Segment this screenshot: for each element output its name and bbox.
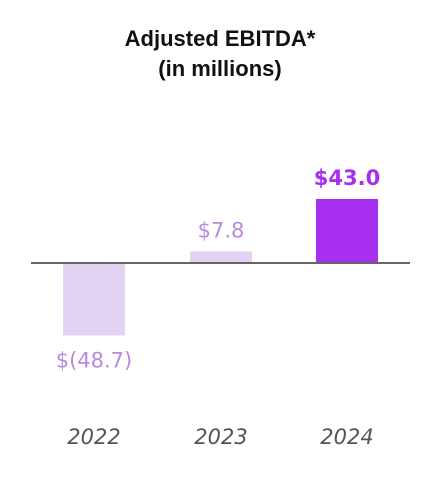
category-label-2022: 2022 [67, 425, 120, 449]
chart-subtitle: (in millions) [158, 56, 282, 81]
bar-2022 [63, 263, 125, 336]
value-label-2024: $43.0 [314, 166, 380, 190]
chart-title-block: Adjusted EBITDA* (in millions) [0, 24, 440, 84]
category-label-2023: 2023 [194, 425, 247, 449]
category-label-2024: 2024 [320, 425, 373, 449]
value-label-2023: $7.8 [198, 218, 245, 242]
bars [63, 199, 378, 336]
bar-2023 [190, 251, 252, 263]
value-label-2022: $(48.7) [56, 348, 133, 372]
chart-title: Adjusted EBITDA* [124, 26, 316, 51]
bar-2024 [316, 199, 378, 263]
